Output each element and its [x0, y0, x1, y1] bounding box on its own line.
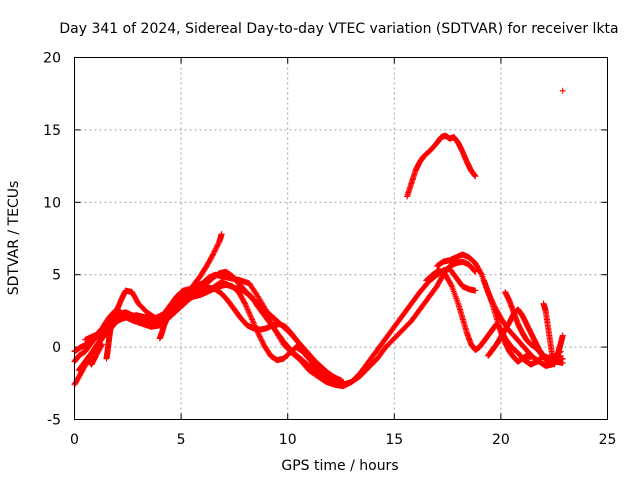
y-tick-label: -5 [47, 413, 61, 429]
data-point [559, 87, 566, 94]
data-point [472, 287, 479, 294]
y-tick-label: 10 [43, 195, 61, 211]
data-point [256, 332, 263, 339]
x-tick-label: 0 [70, 432, 79, 448]
data-markers [71, 87, 566, 390]
data-point [471, 268, 478, 275]
data-point [244, 306, 251, 313]
chart-title: Day 341 of 2024, Sidereal Day-to-day VTE… [59, 21, 618, 37]
data-point [471, 267, 478, 274]
data-point [245, 307, 252, 314]
data-point [253, 326, 260, 333]
data-point [243, 305, 250, 312]
data-point [251, 322, 258, 329]
data-point [242, 302, 249, 309]
x-tick-label: 25 [599, 432, 617, 448]
x-tick-label: 5 [177, 432, 186, 448]
data-point [243, 303, 250, 310]
y-axis-label: SDTVAR / TECUs [6, 181, 22, 296]
data-point [252, 325, 259, 332]
data-point [242, 300, 249, 307]
data-point [251, 320, 258, 327]
x-tick-label: 10 [279, 432, 297, 448]
grid-lines [74, 57, 608, 420]
data-point [246, 310, 253, 317]
x-tick-label: 15 [385, 432, 403, 448]
data-point [257, 334, 264, 341]
data-point [250, 319, 257, 326]
y-tick-labels: -5 0 5 10 15 20 [43, 51, 61, 429]
data-point [259, 338, 266, 345]
data-point [258, 336, 265, 343]
x-tick-label: 20 [492, 432, 510, 448]
data-point [254, 328, 261, 335]
data-point [99, 341, 106, 348]
data-point [256, 333, 263, 340]
data-point [109, 315, 116, 322]
x-axis-label: GPS time / hours [281, 458, 398, 474]
x-tick-labels: 0 5 10 15 20 25 [70, 432, 616, 448]
data-point [249, 318, 256, 325]
y-tick-label: 15 [43, 123, 61, 139]
data-point [98, 342, 105, 349]
data-point [254, 329, 261, 336]
data-point [472, 268, 479, 275]
y-tick-label: 20 [43, 51, 61, 67]
data-point [338, 377, 344, 384]
data-point [249, 316, 256, 323]
y-tick-label: 0 [52, 340, 61, 356]
data-point [255, 330, 262, 337]
data-point [248, 315, 255, 322]
data-point [259, 340, 266, 347]
data-point [241, 299, 248, 306]
data-point [247, 313, 254, 320]
data-point [247, 312, 254, 319]
y-tick-label: 5 [52, 268, 61, 284]
data-point [245, 309, 252, 316]
data-point [258, 337, 265, 344]
data-point [252, 323, 259, 330]
